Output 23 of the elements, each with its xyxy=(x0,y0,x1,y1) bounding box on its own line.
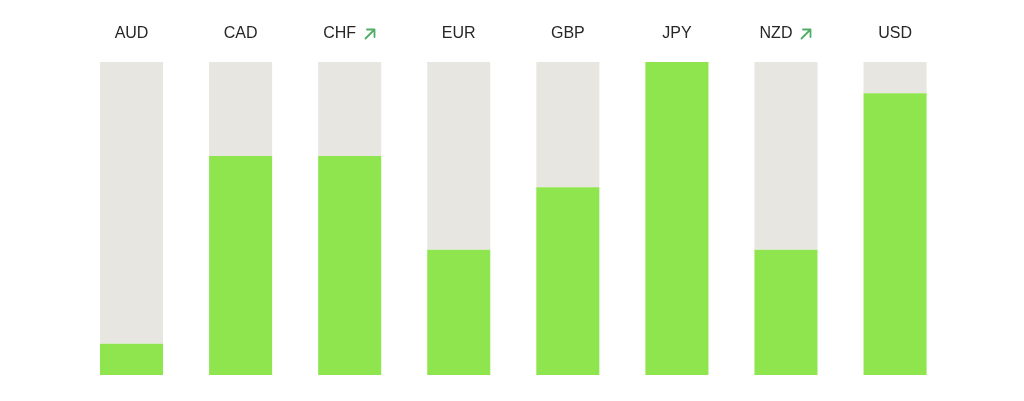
bar xyxy=(209,62,273,156)
bar xyxy=(536,62,600,188)
bar xyxy=(754,249,818,375)
x-tick-label: EUR xyxy=(441,23,476,41)
bar xyxy=(100,343,164,375)
bar xyxy=(318,155,382,375)
bar xyxy=(754,62,818,250)
bar xyxy=(100,62,164,344)
x-tick-label: USD xyxy=(878,23,912,41)
bar xyxy=(427,62,491,250)
bar xyxy=(427,249,491,375)
x-tick-label: NZD xyxy=(759,23,793,41)
bar xyxy=(645,62,709,375)
bar xyxy=(209,155,273,375)
bar xyxy=(863,62,927,94)
x-tick-label: AUD xyxy=(114,23,149,41)
x-tick-label: CHF xyxy=(323,23,357,41)
x-tick-label: CAD xyxy=(223,23,258,41)
bar xyxy=(318,62,382,156)
bar xyxy=(536,187,600,375)
x-tick-label: JPY xyxy=(662,23,692,41)
x-tick-label: GBP xyxy=(550,23,585,41)
bar xyxy=(863,93,927,375)
